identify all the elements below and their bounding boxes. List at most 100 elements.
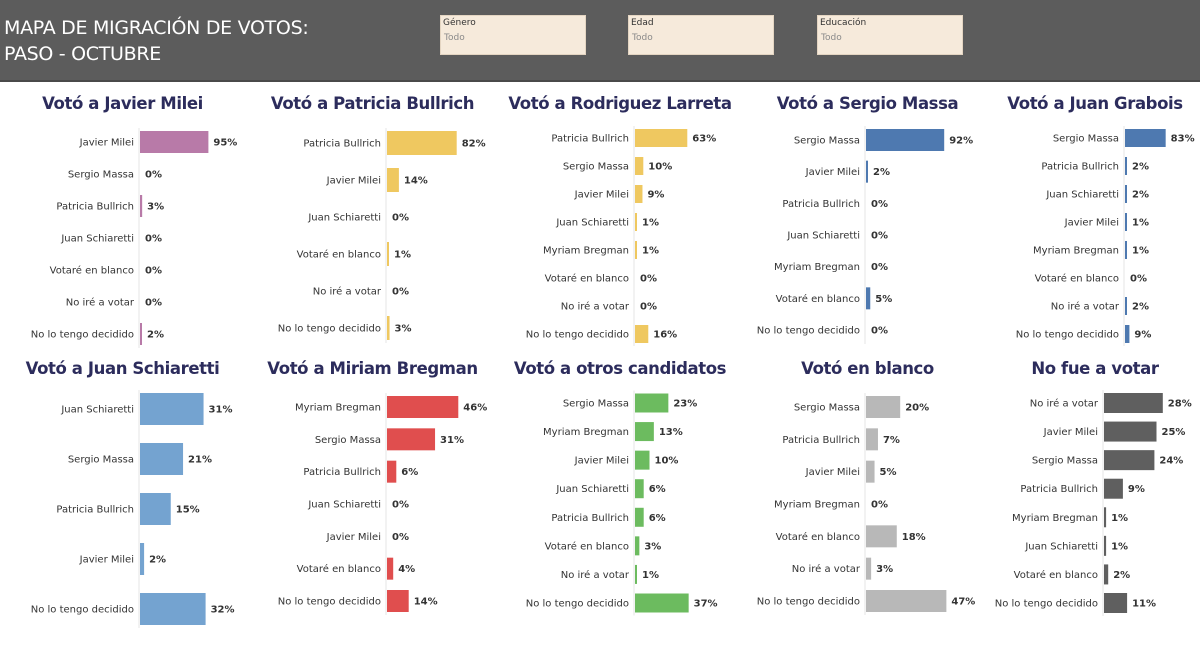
bar[interactable] bbox=[635, 325, 649, 343]
bar-row[interactable]: Patricia Bullrich 82% bbox=[303, 131, 486, 155]
bar-row[interactable]: Patricia Bullrich 2% bbox=[1041, 157, 1149, 175]
bar[interactable] bbox=[1125, 129, 1166, 147]
bar-row[interactable]: No iré a votar 1% bbox=[561, 564, 659, 584]
bar[interactable] bbox=[635, 536, 640, 556]
bar-row[interactable]: No iré a votar 0% bbox=[66, 297, 162, 309]
bar[interactable] bbox=[387, 316, 390, 340]
bar-row[interactable]: Juan Schiaretti 6% bbox=[555, 479, 666, 499]
bar-row[interactable]: Myriam Bregman 46% bbox=[295, 396, 487, 418]
bar[interactable] bbox=[387, 428, 436, 451]
bar[interactable] bbox=[866, 160, 868, 183]
bar-row[interactable]: No lo tengo decidido 9% bbox=[1016, 325, 1152, 343]
bar[interactable] bbox=[866, 590, 947, 612]
bar[interactable] bbox=[1104, 450, 1155, 471]
bar[interactable] bbox=[1125, 297, 1127, 315]
bar[interactable] bbox=[1104, 593, 1128, 613]
bar[interactable] bbox=[1104, 535, 1107, 556]
bar[interactable] bbox=[1104, 393, 1163, 413]
bar[interactable] bbox=[635, 450, 650, 470]
bar-row[interactable]: Votaré en blanco 0% bbox=[545, 273, 657, 285]
bar-row[interactable]: No iré a votar 28% bbox=[1030, 393, 1192, 413]
bar-row[interactable]: Javier Milei 14% bbox=[326, 168, 428, 192]
bar[interactable] bbox=[635, 593, 689, 613]
bar[interactable] bbox=[635, 393, 669, 413]
bar-row[interactable]: Patricia Bullrich 6% bbox=[551, 507, 666, 527]
bar-row[interactable]: Sergio Massa 31% bbox=[315, 428, 464, 451]
bar-row[interactable]: Sergio Massa 23% bbox=[563, 393, 697, 413]
bar-row[interactable]: Votaré en blanco 0% bbox=[50, 265, 162, 277]
bar-row[interactable]: Myriam Bregman 1% bbox=[1012, 507, 1128, 528]
bar-row[interactable]: No iré a votar 2% bbox=[1051, 297, 1149, 315]
bar-row[interactable]: Votaré en blanco 5% bbox=[776, 287, 893, 310]
bar-row[interactable]: Juan Schiaretti 31% bbox=[60, 393, 232, 425]
bar-row[interactable]: Juan Schiaretti 0% bbox=[60, 234, 162, 245]
bar-row[interactable]: No lo tengo decidido 47% bbox=[757, 590, 976, 612]
bar-row[interactable]: Myriam Bregman 1% bbox=[543, 241, 659, 259]
bar[interactable] bbox=[866, 525, 897, 548]
bar[interactable] bbox=[1125, 325, 1130, 343]
bar[interactable] bbox=[635, 507, 644, 527]
bar-row[interactable]: Votaré en blanco 0% bbox=[1035, 273, 1147, 285]
bar-row[interactable]: Patricia Bullrich 7% bbox=[782, 428, 900, 451]
bar[interactable] bbox=[387, 590, 409, 612]
bar-row[interactable]: No iré a votar 0% bbox=[313, 286, 409, 298]
bar[interactable] bbox=[387, 242, 389, 266]
bar-row[interactable]: Sergio Massa 10% bbox=[563, 157, 672, 175]
bar-row[interactable]: Javier Milei 9% bbox=[574, 185, 665, 203]
bar[interactable] bbox=[1125, 185, 1127, 203]
bar[interactable] bbox=[1125, 157, 1127, 175]
bar-row[interactable]: Javier Milei 95% bbox=[79, 131, 238, 153]
bar[interactable] bbox=[140, 593, 206, 625]
bar-row[interactable]: Juan Schiaretti 1% bbox=[555, 213, 659, 231]
bar[interactable] bbox=[387, 131, 457, 155]
bar-row[interactable]: Juan Schiaretti 0% bbox=[786, 231, 888, 242]
bar-row[interactable]: Juan Schiaretti 0% bbox=[307, 213, 409, 224]
bar[interactable] bbox=[140, 543, 145, 575]
bar[interactable] bbox=[635, 422, 654, 442]
bar-row[interactable]: Javier Milei 2% bbox=[79, 543, 166, 575]
bar-row[interactable]: Javier Milei 0% bbox=[326, 532, 409, 543]
bar[interactable] bbox=[635, 564, 637, 584]
bar-row[interactable]: Juan Schiaretti 2% bbox=[1045, 185, 1149, 203]
bar-row[interactable]: No lo tengo decidido 11% bbox=[995, 593, 1156, 613]
bar-row[interactable]: Juan Schiaretti 0% bbox=[307, 500, 409, 511]
bar[interactable] bbox=[866, 396, 901, 418]
bar[interactable] bbox=[387, 557, 394, 580]
bar[interactable] bbox=[1125, 213, 1127, 231]
bar[interactable] bbox=[1104, 421, 1157, 442]
bar-row[interactable]: Votaré en blanco 1% bbox=[297, 242, 411, 266]
bar[interactable] bbox=[387, 396, 459, 418]
bar-row[interactable]: Myriam Bregman 13% bbox=[543, 422, 683, 442]
bar[interactable] bbox=[635, 241, 637, 259]
bar-row[interactable]: Sergio Massa 0% bbox=[68, 170, 162, 181]
bar[interactable] bbox=[1104, 507, 1107, 528]
bar-row[interactable]: Sergio Massa 21% bbox=[68, 443, 212, 475]
bar-row[interactable]: Sergio Massa 20% bbox=[794, 396, 929, 418]
bar-row[interactable]: Patricia Bullrich 6% bbox=[303, 460, 418, 483]
bar-row[interactable]: Sergio Massa 83% bbox=[1053, 129, 1195, 147]
bar[interactable] bbox=[635, 479, 644, 499]
bar[interactable] bbox=[140, 131, 209, 153]
bar[interactable] bbox=[140, 443, 184, 475]
bar-row[interactable]: No lo tengo decidido 14% bbox=[278, 590, 438, 612]
bar-row[interactable]: Votaré en blanco 2% bbox=[1014, 564, 1131, 585]
bar[interactable] bbox=[866, 129, 945, 151]
bar[interactable] bbox=[387, 460, 397, 483]
filter-educacion[interactable]: Educación Todo bbox=[817, 15, 963, 55]
bar-row[interactable]: Juan Schiaretti 1% bbox=[1024, 535, 1128, 556]
bar[interactable] bbox=[866, 557, 872, 580]
bar-row[interactable]: No lo tengo decidido 3% bbox=[278, 316, 412, 340]
bar-row[interactable]: Patricia Bullrich 0% bbox=[782, 199, 888, 210]
bar[interactable] bbox=[635, 185, 643, 203]
bar-row[interactable]: No lo tengo decidido 16% bbox=[526, 325, 677, 343]
bar[interactable] bbox=[635, 213, 637, 231]
bar-row[interactable]: Votaré en blanco 3% bbox=[545, 536, 662, 556]
bar[interactable] bbox=[140, 195, 143, 217]
bar[interactable] bbox=[866, 287, 871, 310]
bar-row[interactable]: Sergio Massa 24% bbox=[1032, 450, 1184, 471]
bar-row[interactable]: Javier Milei 10% bbox=[574, 450, 679, 470]
bar-row[interactable]: No lo tengo decidido 0% bbox=[757, 326, 888, 337]
bar-row[interactable]: Javier Milei 1% bbox=[1064, 213, 1149, 231]
bar-row[interactable]: Patricia Bullrich 3% bbox=[56, 195, 164, 217]
bar[interactable] bbox=[635, 129, 688, 147]
